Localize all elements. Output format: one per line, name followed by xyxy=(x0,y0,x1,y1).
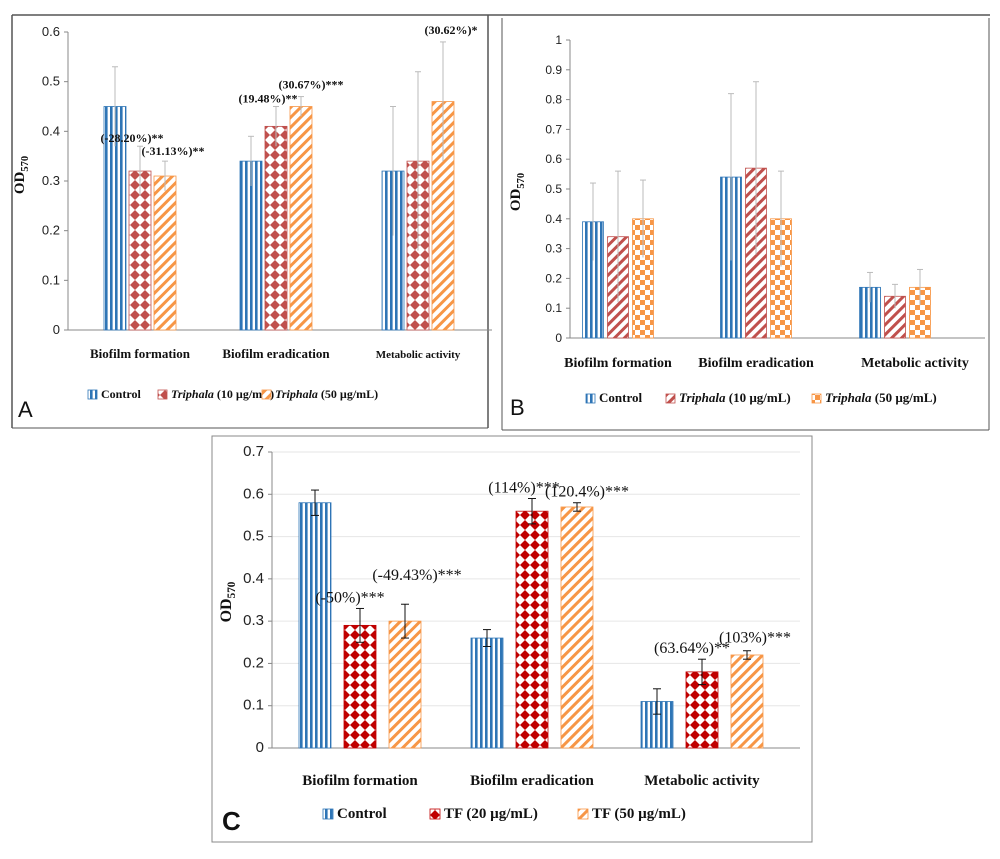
y-tick-label: 0.4 xyxy=(545,212,562,226)
category-label: Metabolic activity xyxy=(644,773,760,789)
legend-label: Triphala (10 µg/mL) xyxy=(171,387,274,401)
legend-swatch xyxy=(811,393,822,404)
y-tick-label: 0.7 xyxy=(545,122,562,136)
legend-label: Triphala (50 µg/mL) xyxy=(825,390,937,405)
significance-annotation: (-28.20%)** xyxy=(101,131,164,145)
significance-annotation: (114%)*** xyxy=(488,480,559,497)
y-tick-label: 0.2 xyxy=(42,223,60,238)
bar-A-1-2 xyxy=(289,106,313,331)
legend-label: Triphala (10 µg/mL) xyxy=(679,390,791,405)
significance-annotation: (-49.43%)*** xyxy=(372,567,461,584)
bar-C-1-1 xyxy=(515,510,549,749)
legend-swatch xyxy=(585,393,596,404)
significance-annotation: (-50%)*** xyxy=(315,589,384,606)
legend-label: Triphala (50 µg/mL) xyxy=(275,387,378,401)
category-label: Biofilm formation xyxy=(302,773,418,789)
legend-swatch xyxy=(322,808,334,820)
y-tick-label: 0.4 xyxy=(42,123,60,138)
y-tick-label: 0.7 xyxy=(243,443,264,460)
y-tick-label: 0.1 xyxy=(42,272,60,287)
significance-annotation: (19.48%)** xyxy=(239,92,298,106)
bar-C-1-0 xyxy=(470,637,504,749)
bar-A-1-1 xyxy=(264,125,288,331)
y-tick-label: 0.1 xyxy=(243,697,264,714)
y-tick-label: 0 xyxy=(53,322,60,337)
y-tick-label: 0.6 xyxy=(243,485,264,502)
bar-C-0-2 xyxy=(388,620,422,749)
legend-swatch xyxy=(665,393,676,404)
significance-annotation: (30.62%)* xyxy=(425,23,478,37)
bar-C-1-2 xyxy=(560,506,594,749)
y-tick-label: 0.8 xyxy=(545,93,562,107)
category-label: Biofilm eradication xyxy=(698,356,814,371)
legend-label: Control xyxy=(599,390,642,405)
significance-annotation: (63.64%)** xyxy=(654,640,730,657)
significance-annotation: (120.4%)*** xyxy=(545,484,629,501)
legend-swatch xyxy=(429,808,441,820)
category-label: Metabolic activity xyxy=(861,356,969,371)
category-label: Biofilm eradication xyxy=(222,346,330,361)
panel-border xyxy=(211,435,813,843)
y-tick-label: 0.6 xyxy=(42,24,60,39)
y-tick-label: 0.2 xyxy=(545,271,562,285)
legend-swatch xyxy=(87,389,98,400)
significance-annotation: (-31.13%)** xyxy=(142,144,205,158)
y-tick-label: 0.5 xyxy=(42,74,60,89)
y-tick-label: 0.3 xyxy=(545,242,562,256)
significance-annotation: (30.67%)*** xyxy=(279,78,344,92)
legend-label: Control xyxy=(337,806,387,822)
y-axis-label: OD570 xyxy=(218,581,238,622)
chart-panel-C: 0 0.1 0.2 0.3 0.4 0.5 0.6 0.7 OD570 Biofilm forma… xyxy=(211,435,813,843)
y-tick-label: 0.1 xyxy=(545,301,562,315)
y-tick-label: 0.5 xyxy=(243,528,264,545)
category-label: Biofilm eradication xyxy=(470,773,594,789)
y-tick-label: 0.2 xyxy=(243,654,264,671)
category-label: Biofilm formation xyxy=(564,356,672,371)
panel-letter: B xyxy=(510,395,525,420)
bar-A-0-2 xyxy=(153,175,177,331)
y-tick-label: 0.3 xyxy=(42,173,60,188)
y-tick-label: 0.3 xyxy=(243,612,264,629)
y-tick-label: 0.6 xyxy=(545,152,562,166)
legend-swatch xyxy=(261,389,272,400)
significance-annotation: (103%)*** xyxy=(719,630,791,647)
y-tick-label: 0.5 xyxy=(545,182,562,196)
chart-panel-B: 0 0.1 0.2 0.3 0.4 0.5 0.6 0.7 0.8 0.9 1 OD570 Biofil… xyxy=(501,14,990,431)
legend-label: TF (50 µg/mL) xyxy=(592,806,686,822)
legend-label: Control xyxy=(101,387,141,401)
bar-A-1-0 xyxy=(239,160,263,331)
legend-swatch xyxy=(157,389,168,400)
y-tick-label: 1 xyxy=(555,33,562,47)
bar-C-2-0 xyxy=(640,701,674,749)
category-label: Metabolic activity xyxy=(376,349,461,361)
y-tick-label: 0.4 xyxy=(243,570,264,587)
bar-C-0-0 xyxy=(298,502,332,749)
y-axis-label: OD570 xyxy=(12,156,31,194)
bar-C-0-1 xyxy=(343,624,377,749)
panel-letter: C xyxy=(222,806,241,836)
legend-label: TF (20 µg/mL) xyxy=(444,806,538,822)
y-tick-label: 0.9 xyxy=(545,63,562,77)
y-axis-label: OD570 xyxy=(508,173,527,211)
panel-letter: A xyxy=(18,397,33,422)
y-tick-label: 0 xyxy=(555,331,562,345)
legend-swatch xyxy=(577,808,589,820)
y-tick-label: 0 xyxy=(256,739,264,756)
bar-C-2-2 xyxy=(730,654,764,749)
chart-panel-A: 0 0.1 0.2 0.3 0.4 0.5 0.6 OD570 Biofilm formatio… xyxy=(11,14,660,429)
category-label: Biofilm formation xyxy=(90,346,191,361)
